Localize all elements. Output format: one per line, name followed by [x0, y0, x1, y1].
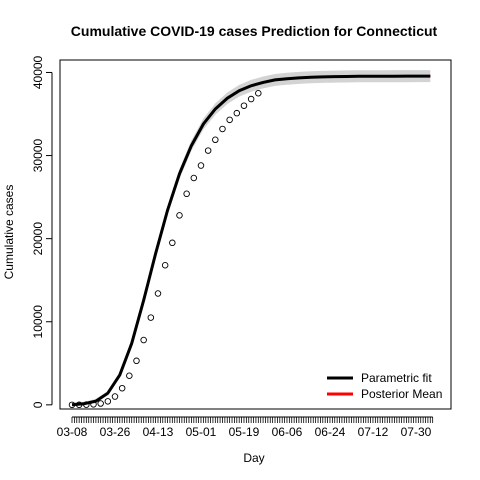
observed-point — [111, 393, 119, 400]
prediction-band — [72, 70, 431, 405]
observed-point — [126, 372, 133, 380]
series-lines — [71, 74, 431, 407]
x-axis-label: Day — [243, 451, 264, 465]
y-tick-label: 40000 — [31, 55, 45, 89]
legend-label: Parametric fit — [361, 371, 432, 385]
observed-point — [204, 147, 212, 154]
x-tick-label: 03-26 — [100, 425, 131, 439]
y-axis-label: Cumulative cases — [2, 185, 16, 280]
x-tick-label: 05-19 — [229, 425, 260, 439]
observed-point — [104, 398, 112, 405]
legend: Parametric fit Posterior Mean — [327, 371, 442, 401]
observed-point — [197, 162, 205, 169]
observed-point — [154, 290, 162, 297]
legend-label: Posterior Mean — [361, 387, 442, 401]
observed-point — [176, 212, 183, 219]
observed-point — [133, 357, 140, 365]
y-tick-label: 0 — [31, 401, 45, 408]
y-tick-label: 20000 — [31, 222, 45, 256]
observed-point — [118, 384, 126, 392]
prediction-band-area — [72, 70, 431, 405]
observed-point — [212, 136, 219, 144]
observed-point — [140, 336, 147, 344]
x-tick-label: 05-01 — [186, 425, 217, 439]
observed-point — [233, 109, 241, 117]
observed-point — [190, 174, 198, 182]
x-tick-label: 07-12 — [358, 425, 389, 439]
observed-point — [147, 314, 155, 321]
parametric-fit-line — [71, 74, 431, 407]
observed-point — [255, 89, 262, 97]
observed-point — [219, 125, 226, 133]
observed-point — [240, 102, 248, 109]
x-tick-label: 07-30 — [401, 425, 432, 439]
y-tick-label: 30000 — [31, 139, 45, 173]
observed-point — [247, 95, 255, 103]
y-axis: 0 10000 20000 30000 40000 — [31, 55, 53, 408]
x-tick-label: 04-13 — [143, 425, 174, 439]
x-tick-label: 03-08 — [57, 425, 88, 439]
plot-frame — [59, 59, 452, 410]
x-tick-label: 06-24 — [315, 425, 346, 439]
observed-point — [183, 190, 190, 198]
observed-point — [97, 400, 104, 407]
observed-points — [68, 89, 262, 409]
y-tick-label: 10000 — [31, 305, 45, 339]
observed-point — [169, 239, 176, 247]
observed-point — [161, 261, 169, 269]
x-tick-label: 06-06 — [272, 425, 303, 439]
chart-title: Cumulative COVID-19 cases Prediction for… — [71, 23, 438, 39]
x-axis: 03-08 03-26 04-13 05-01 05-19 06-06 06-24 07-12… — [57, 416, 434, 439]
observed-point — [226, 116, 233, 124]
